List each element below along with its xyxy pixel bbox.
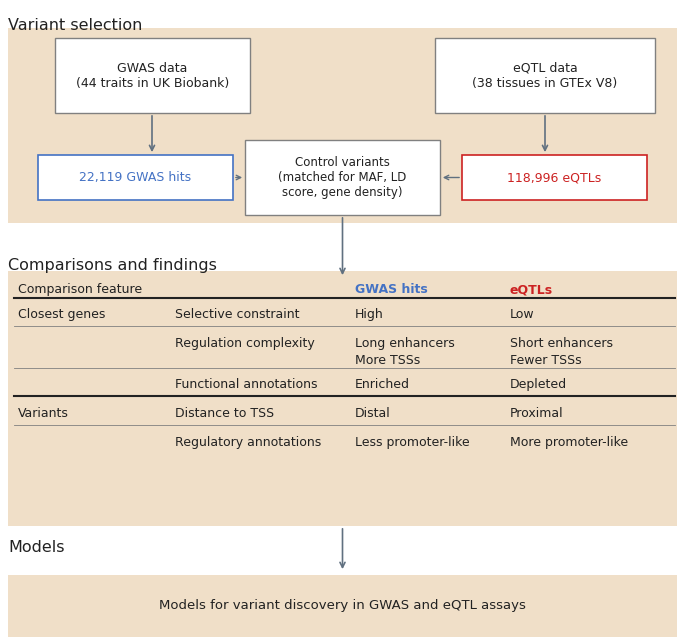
Text: Functional annotations: Functional annotations: [175, 378, 318, 391]
Text: Regulation complexity: Regulation complexity: [175, 337, 314, 350]
Text: Control variants
(matched for MAF, LD
score, gene density): Control variants (matched for MAF, LD sc…: [278, 156, 407, 199]
Bar: [55, 38, 250, 113]
Text: Models for variant discovery in GWAS and eQTL assays: Models for variant discovery in GWAS and…: [159, 600, 526, 612]
Text: Less promoter-like: Less promoter-like: [355, 436, 470, 449]
Bar: [245, 140, 440, 215]
Text: GWAS hits: GWAS hits: [355, 283, 427, 296]
Text: eQTL data
(38 tissues in GTEx V8): eQTL data (38 tissues in GTEx V8): [473, 61, 618, 90]
Text: Comparisons and findings: Comparisons and findings: [8, 258, 217, 273]
Text: Enriched: Enriched: [355, 378, 410, 391]
Text: More promoter-like: More promoter-like: [510, 436, 628, 449]
Text: Short enhancers
Fewer TSSs: Short enhancers Fewer TSSs: [510, 337, 613, 367]
Text: Depleted: Depleted: [510, 378, 567, 391]
Bar: [38, 155, 233, 200]
Text: Models: Models: [8, 540, 64, 555]
Text: Comparison feature: Comparison feature: [18, 283, 142, 296]
Text: Closest genes: Closest genes: [18, 308, 105, 321]
Text: 118,996 eQTLs: 118,996 eQTLs: [508, 171, 601, 184]
Text: Low: Low: [510, 308, 534, 321]
Text: Variants: Variants: [18, 407, 69, 420]
Text: Proximal: Proximal: [510, 407, 564, 420]
Text: Distal: Distal: [355, 407, 390, 420]
Text: GWAS data
(44 traits in UK Biobank): GWAS data (44 traits in UK Biobank): [76, 61, 229, 90]
Bar: [8, 28, 677, 223]
Bar: [462, 155, 647, 200]
Bar: [435, 38, 655, 113]
Text: Regulatory annotations: Regulatory annotations: [175, 436, 321, 449]
Text: Selective constraint: Selective constraint: [175, 308, 299, 321]
Bar: [8, 271, 677, 526]
Text: Variant selection: Variant selection: [8, 18, 142, 33]
Text: Long enhancers
More TSSs: Long enhancers More TSSs: [355, 337, 455, 367]
Text: 22,119 GWAS hits: 22,119 GWAS hits: [79, 171, 192, 184]
Text: eQTLs: eQTLs: [510, 283, 553, 296]
Text: High: High: [355, 308, 384, 321]
Text: Distance to TSS: Distance to TSS: [175, 407, 274, 420]
Bar: [8, 575, 677, 637]
